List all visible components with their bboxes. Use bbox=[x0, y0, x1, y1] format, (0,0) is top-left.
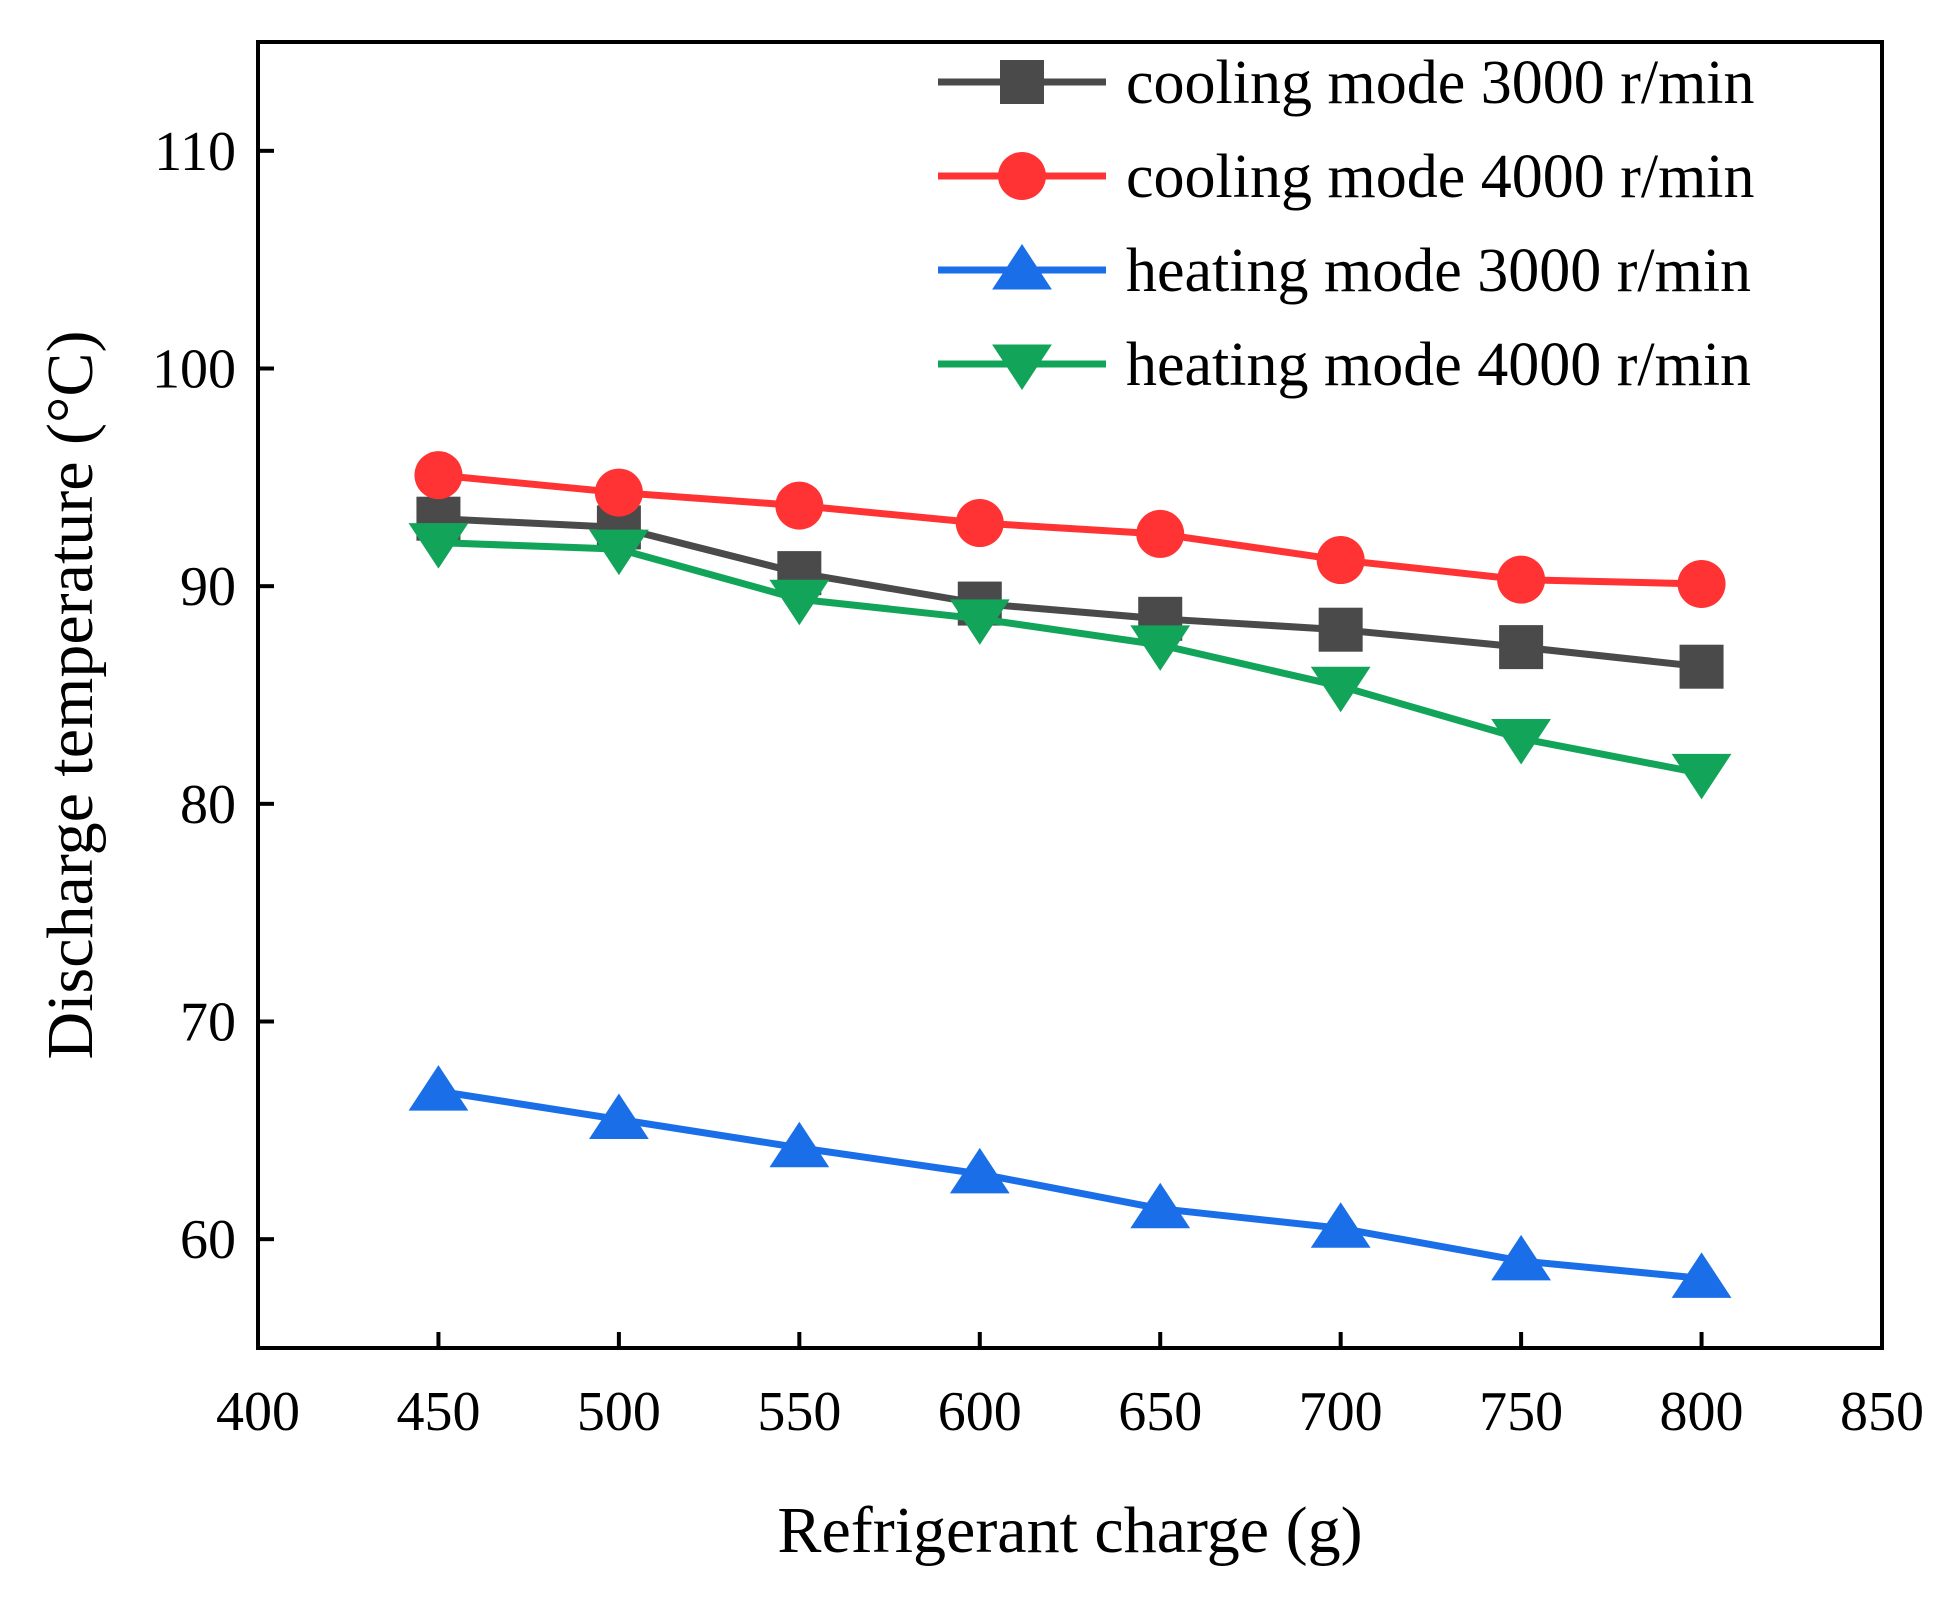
series-3 bbox=[408, 1065, 1732, 1298]
y-tick-label: 90 bbox=[180, 556, 236, 618]
legend-label: cooling mode 4000 r/min bbox=[1126, 143, 1755, 211]
data-point bbox=[1491, 719, 1552, 765]
data-point bbox=[414, 451, 463, 500]
series-line bbox=[438, 471, 1702, 588]
x-tick-label: 500 bbox=[577, 1381, 661, 1443]
legend-item: cooling mode 4000 r/min bbox=[938, 143, 1755, 211]
legend-marker bbox=[998, 152, 1046, 200]
data-point bbox=[1679, 644, 1724, 689]
data-point bbox=[1318, 607, 1363, 652]
x-tick-label: 450 bbox=[396, 1381, 480, 1443]
y-axis: 60 70 80 90 100 110 bbox=[152, 121, 274, 1271]
legend-item: cooling mode 3000 r/min bbox=[938, 49, 1755, 117]
y-tick-label: 70 bbox=[180, 992, 236, 1054]
y-tick-label: 60 bbox=[180, 1209, 236, 1271]
y-tick-label: 100 bbox=[152, 339, 236, 401]
legend-marker bbox=[1000, 60, 1044, 104]
data-point bbox=[769, 1121, 830, 1168]
plot-frame bbox=[256, 40, 1884, 1350]
data-point bbox=[949, 599, 1010, 645]
x-tick-label: 750 bbox=[1479, 1381, 1563, 1443]
y-axis-title: Discharge temperature (°C) bbox=[34, 331, 107, 1060]
legend-label: cooling mode 3000 r/min bbox=[1126, 49, 1755, 117]
x-axis: 400 450 500 550 600 650 700 750 800 850 bbox=[216, 1332, 1924, 1443]
data-point bbox=[1316, 536, 1365, 585]
x-tick-label: 600 bbox=[938, 1381, 1022, 1443]
data-point bbox=[1130, 625, 1191, 671]
series-line bbox=[438, 515, 1702, 671]
x-tick-label: 850 bbox=[1840, 1381, 1924, 1443]
data-point bbox=[1497, 555, 1546, 604]
series-layer bbox=[408, 451, 1732, 1298]
data-point bbox=[1130, 1182, 1191, 1229]
legend-label: heating mode 3000 r/min bbox=[1126, 237, 1751, 305]
x-tick-label: 550 bbox=[757, 1381, 841, 1443]
data-point bbox=[1671, 753, 1732, 800]
data-point bbox=[775, 481, 824, 530]
data-point bbox=[1491, 1234, 1552, 1281]
y-tick-label: 80 bbox=[180, 774, 236, 836]
data-point bbox=[1310, 1202, 1371, 1248]
legend-item: heating mode 3000 r/min bbox=[938, 237, 1751, 305]
legend: cooling mode 3000 r/min cooling mode 4000… bbox=[938, 49, 1755, 399]
data-point bbox=[1677, 559, 1726, 608]
data-point bbox=[408, 523, 469, 569]
x-tick-label: 400 bbox=[216, 1381, 300, 1443]
series-line bbox=[437, 1087, 1702, 1282]
x-axis-title: Refrigerant charge (g) bbox=[777, 1494, 1362, 1567]
data-point bbox=[769, 579, 830, 626]
legend-item: heating mode 4000 r/min bbox=[938, 331, 1751, 399]
series-line bbox=[438, 539, 1703, 777]
data-point bbox=[588, 529, 649, 576]
legend-label: heating mode 4000 r/min bbox=[1126, 331, 1751, 399]
data-point bbox=[594, 468, 643, 517]
data-point bbox=[1310, 666, 1371, 713]
data-point bbox=[1136, 509, 1185, 558]
data-point bbox=[408, 1065, 469, 1111]
series-4 bbox=[408, 523, 1732, 800]
data-point bbox=[949, 1147, 1010, 1194]
y-tick-label: 110 bbox=[154, 121, 236, 183]
data-point bbox=[955, 499, 1004, 548]
x-tick-label: 800 bbox=[1660, 1381, 1744, 1443]
x-tick-label: 650 bbox=[1118, 1381, 1202, 1443]
data-point bbox=[1671, 1252, 1732, 1298]
legend-marker bbox=[992, 244, 1052, 290]
series-2 bbox=[414, 451, 1726, 608]
data-point bbox=[588, 1093, 649, 1139]
x-tick-label: 700 bbox=[1299, 1381, 1383, 1443]
legend-marker bbox=[992, 344, 1052, 390]
data-point bbox=[1499, 625, 1544, 670]
